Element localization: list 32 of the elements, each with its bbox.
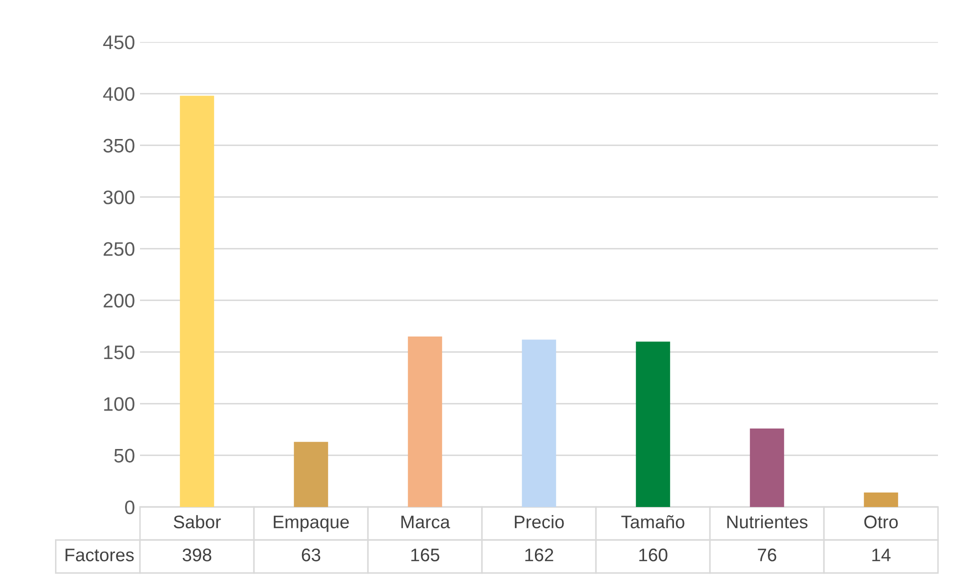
y-tick-label: 450: [103, 35, 134, 50]
y-tick-label: 250: [104, 242, 134, 256]
x-tick-label: Sabor: [174, 515, 221, 528]
bar: [636, 342, 670, 507]
data-label: 63: [302, 548, 320, 562]
x-tick-label: Nutrientes: [727, 515, 808, 528]
x-tick-label: Empaque: [274, 516, 349, 532]
data-label: 76: [758, 548, 776, 562]
data-label: 160: [639, 548, 668, 562]
y-tick-label: 300: [103, 190, 134, 204]
y-tick-label: 100: [104, 397, 134, 411]
y-tick-label: 350: [103, 138, 134, 153]
y-tick-label: 50: [114, 448, 134, 463]
data-label: 165: [411, 548, 440, 562]
text: Factores: [66, 548, 134, 562]
x-tick-label: Precio: [514, 515, 564, 528]
x-tick-label: Otro: [864, 516, 898, 528]
data-label: 14: [872, 548, 891, 562]
bar: [294, 442, 328, 507]
x-tick-label: Tamaño: [621, 515, 684, 528]
y-tick-label: 0: [125, 500, 134, 514]
bar: [522, 340, 556, 507]
data-label: 162: [525, 548, 554, 562]
y-tick-label: 400: [103, 87, 134, 101]
bar: [180, 96, 214, 507]
x-tick-label: Marca: [401, 516, 450, 528]
bar: [864, 492, 898, 507]
data-label: 398: [182, 548, 212, 562]
y-tick-label: 200: [104, 294, 134, 308]
bar: [750, 428, 784, 507]
y-tick-label: 150: [104, 345, 134, 360]
bar: [408, 336, 442, 507]
